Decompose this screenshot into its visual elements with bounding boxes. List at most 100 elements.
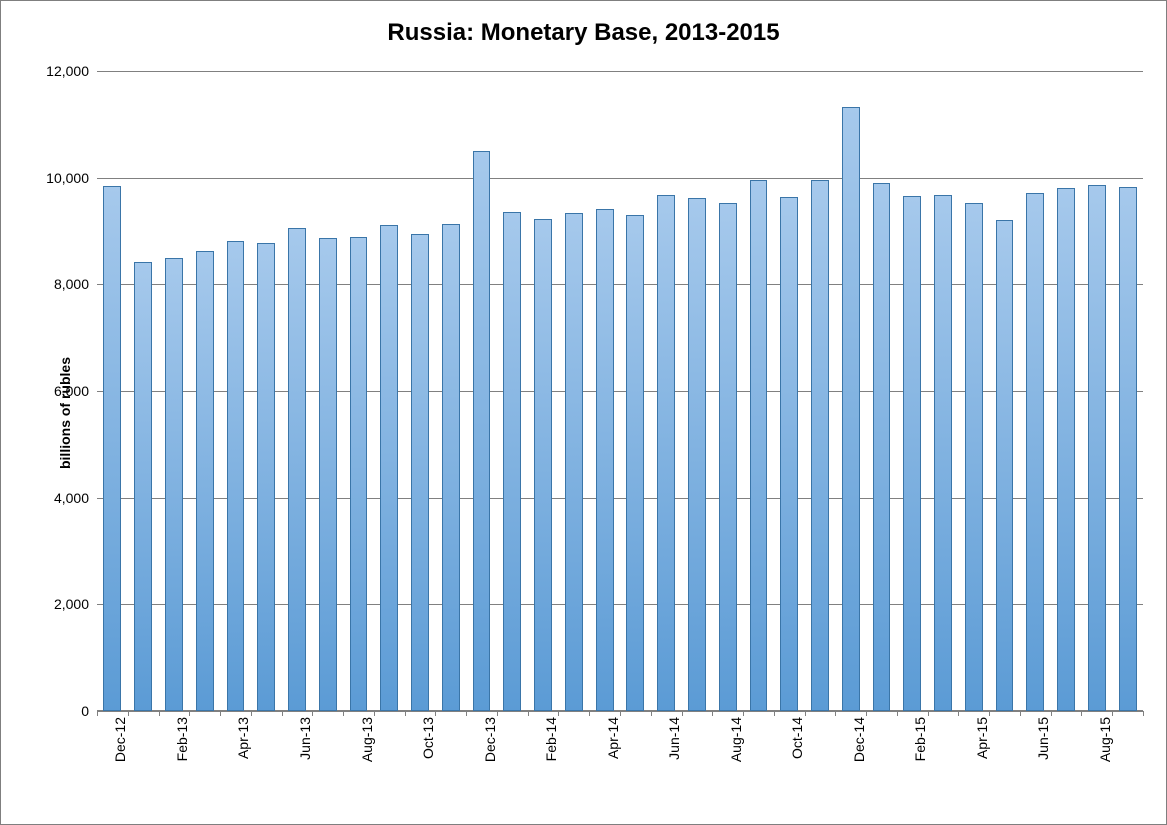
gridline <box>97 284 1143 285</box>
bar <box>411 234 429 711</box>
bar <box>350 237 368 711</box>
bar <box>227 241 245 711</box>
bar <box>719 203 737 711</box>
xtick <box>405 711 406 716</box>
bar <box>626 215 644 711</box>
xtick <box>97 711 98 716</box>
bar <box>534 219 552 711</box>
xtick <box>528 711 529 716</box>
ytick-label: 2,000 <box>54 596 89 612</box>
bar <box>688 198 706 711</box>
xtick-label: Oct-13 <box>420 717 436 759</box>
xtick <box>220 711 221 716</box>
bar <box>442 224 460 711</box>
bar <box>196 251 214 711</box>
xtick <box>651 711 652 716</box>
y-axis-label: billions of rubles <box>57 356 73 468</box>
xtick-label: Feb-13 <box>174 717 190 761</box>
bar <box>565 213 583 711</box>
xtick-label: Apr-14 <box>605 717 621 759</box>
xtick <box>282 711 283 716</box>
xtick-label: Feb-14 <box>543 717 559 761</box>
xtick <box>682 711 683 716</box>
xtick <box>805 711 806 716</box>
xtick-label: Dec-13 <box>482 717 498 762</box>
xtick <box>1143 711 1144 716</box>
xtick <box>1081 711 1082 716</box>
bar <box>965 203 983 711</box>
xtick <box>589 711 590 716</box>
ytick-label: 4,000 <box>54 490 89 506</box>
gridline <box>97 178 1143 179</box>
bar <box>750 180 768 711</box>
bar <box>319 238 337 711</box>
xtick <box>1020 711 1021 716</box>
bar <box>503 212 521 711</box>
xtick-label: Oct-14 <box>789 717 805 759</box>
bar <box>873 183 891 711</box>
xtick <box>189 711 190 716</box>
xtick <box>159 711 160 716</box>
xtick-label: Aug-15 <box>1097 717 1113 762</box>
bar <box>257 243 275 711</box>
bar <box>934 195 952 711</box>
xtick <box>312 711 313 716</box>
bar <box>1026 193 1044 711</box>
xtick-label: Dec-12 <box>112 717 128 762</box>
xtick <box>866 711 867 716</box>
ytick-label: 12,000 <box>46 63 89 79</box>
bar <box>1119 187 1137 711</box>
xtick <box>558 711 559 716</box>
bar <box>1088 185 1106 711</box>
xtick <box>958 711 959 716</box>
xtick <box>835 711 836 716</box>
plot-area: 02,0004,0006,0008,00010,00012,000Dec-12F… <box>97 71 1143 711</box>
ytick-label: 0 <box>81 703 89 719</box>
bar <box>842 107 860 711</box>
xtick <box>343 711 344 716</box>
xtick <box>712 711 713 716</box>
xtick <box>928 711 929 716</box>
xtick-label: Dec-14 <box>851 717 867 762</box>
xtick-label: Jun-15 <box>1035 717 1051 760</box>
ytick-label: 8,000 <box>54 276 89 292</box>
xtick <box>743 711 744 716</box>
gridline <box>97 71 1143 72</box>
xtick <box>374 711 375 716</box>
ytick-label: 6,000 <box>54 383 89 399</box>
xtick <box>497 711 498 716</box>
gridline <box>97 498 1143 499</box>
xtick-label: Apr-13 <box>235 717 251 759</box>
xtick-label: Aug-14 <box>728 717 744 762</box>
gridline <box>97 604 1143 605</box>
xtick <box>435 711 436 716</box>
xtick-label: Jun-14 <box>666 717 682 760</box>
bar <box>380 225 398 711</box>
bar <box>811 180 829 711</box>
xtick-label: Feb-15 <box>912 717 928 761</box>
xtick <box>251 711 252 716</box>
chart-title: Russia: Monetary Base, 2013-2015 <box>1 19 1166 47</box>
xtick <box>620 711 621 716</box>
bar <box>473 151 491 711</box>
xtick <box>128 711 129 716</box>
gridline <box>97 391 1143 392</box>
bar <box>103 186 121 711</box>
bar <box>996 220 1014 711</box>
xtick-label: Apr-15 <box>974 717 990 759</box>
bar <box>288 228 306 711</box>
xtick <box>1112 711 1113 716</box>
xtick <box>1051 711 1052 716</box>
ytick-label: 10,000 <box>46 170 89 186</box>
xtick-label: Jun-13 <box>297 717 313 760</box>
xtick <box>897 711 898 716</box>
xtick <box>774 711 775 716</box>
bar <box>165 258 183 711</box>
xtick <box>466 711 467 716</box>
chart-frame: Russia: Monetary Base, 2013-2015 billion… <box>0 0 1167 825</box>
xtick-label: Aug-13 <box>359 717 375 762</box>
bar <box>134 262 152 711</box>
bar <box>657 195 675 711</box>
bar <box>596 209 614 711</box>
bar <box>780 197 798 711</box>
